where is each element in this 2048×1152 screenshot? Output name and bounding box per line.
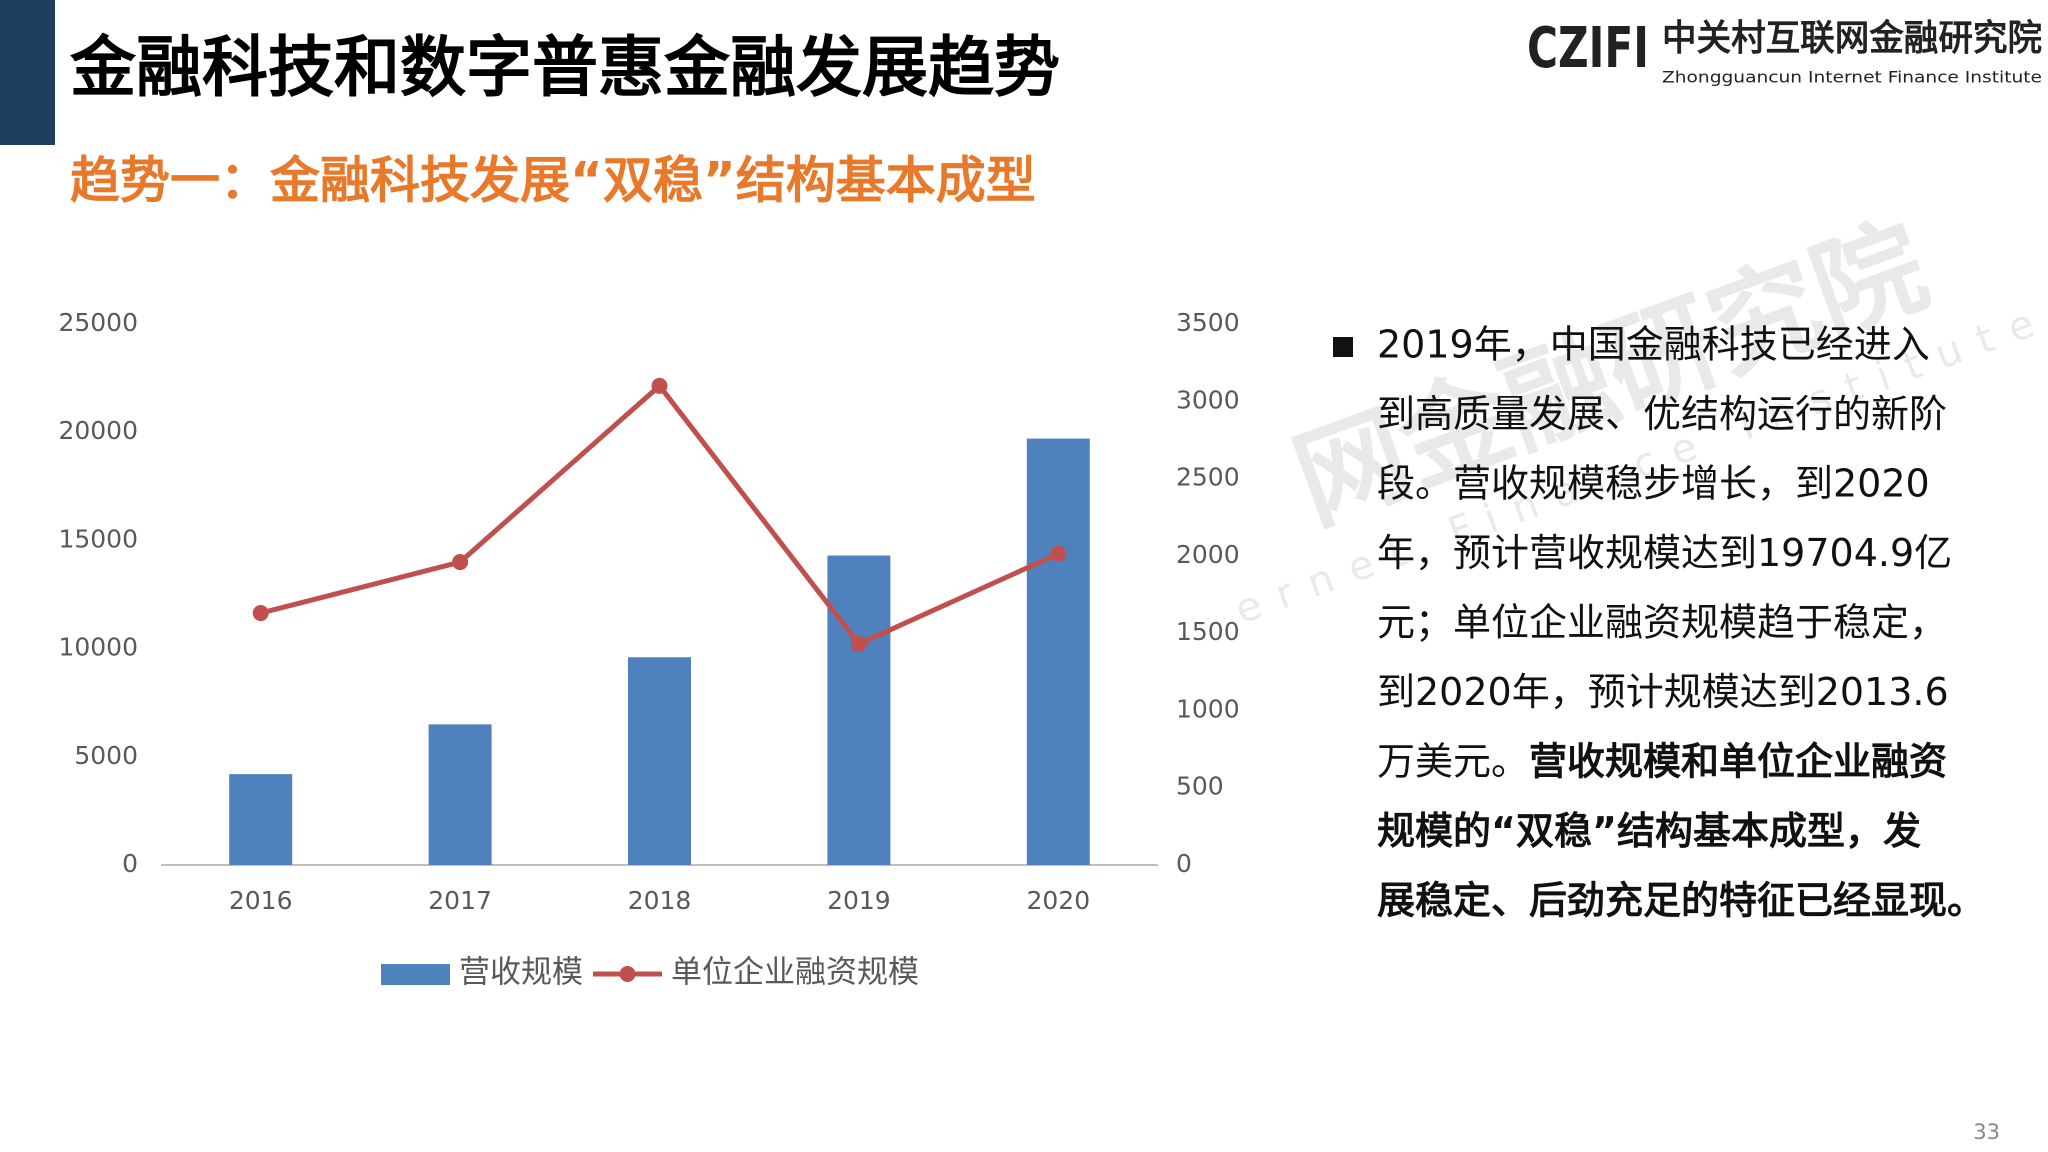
logo-name: 中关村互联网金融研究院 (1662, 17, 2042, 59)
logo-mark: CZIFI (1527, 16, 1649, 81)
bullet (1333, 337, 1353, 357)
logo-english: Zhongguancun Internet Finance Institute (1662, 68, 2042, 87)
y2-tick-label: 2500 (1176, 463, 1240, 492)
body-emphasis: 营收规模和单位企业融资 (1529, 740, 1947, 784)
y2-tick-label: 2000 (1176, 540, 1240, 569)
y-tick-label: 10000 (58, 633, 138, 662)
body-line: 万美元。 (1377, 740, 1529, 784)
y-tick-label: 25000 (58, 308, 138, 337)
body-line: 段。营收规模稳步增长，到2020 (1377, 462, 1930, 506)
body-emphasis: 展稳定、后劲充足的特征已经显现。 (1377, 879, 1985, 923)
legend-marker (619, 966, 636, 982)
x-tick-label: 2020 (1026, 886, 1090, 915)
bar (628, 657, 691, 865)
point (850, 635, 867, 652)
body-line: 年，预计营收规模达到19704.9亿 (1377, 531, 1952, 575)
y2-tick-label: 500 (1176, 772, 1224, 801)
point (1050, 545, 1067, 562)
x-tick-label: 2018 (628, 886, 692, 915)
title: 金融科技和数字普惠金融发展趋势 (69, 29, 1060, 106)
x-tick-label: 2016 (229, 886, 293, 915)
body-line: 2019年，中国金融科技已经进入 (1377, 323, 1930, 367)
y2-tick-label: 1500 (1176, 617, 1240, 646)
y2-tick-label: 3000 (1176, 385, 1240, 414)
page-number: 33 (1973, 1120, 2000, 1144)
y-tick-label: 20000 (58, 416, 138, 445)
body-line: 到高质量发展、优结构运行的新阶 (1377, 392, 1947, 436)
subtitle: 趋势一：金融科技发展“双稳”结构基本成型 (70, 152, 1036, 210)
point (651, 377, 668, 394)
legend-swatch (381, 964, 450, 985)
title-accent (0, 0, 55, 145)
x-tick-label: 2019 (827, 886, 891, 915)
bar (229, 774, 293, 865)
bar (1026, 438, 1090, 865)
y2-tick-label: 3500 (1176, 308, 1240, 337)
y2-tick-label: 0 (1176, 849, 1192, 878)
point (252, 605, 269, 622)
point (452, 554, 469, 571)
y-tick-label: 5000 (74, 741, 138, 770)
y-tick-label: 0 (122, 849, 138, 878)
legend-label: 营收规模 (459, 955, 583, 991)
bar (827, 555, 891, 865)
y-tick-label: 15000 (58, 524, 138, 553)
bar (428, 724, 492, 865)
body-emphasis: 规模的“双稳”结构基本成型，发 (1377, 809, 1921, 853)
x-tick-label: 2017 (428, 886, 492, 915)
legend-label: 单位企业融资规模 (671, 955, 919, 991)
line (260, 382, 1060, 648)
body-line: 到2020年，预计规模达到2013.6 (1377, 670, 1949, 714)
y2-tick-label: 1000 (1176, 694, 1240, 723)
body-line: 元；单位企业融资规模趋于稳定， (1377, 601, 1947, 645)
